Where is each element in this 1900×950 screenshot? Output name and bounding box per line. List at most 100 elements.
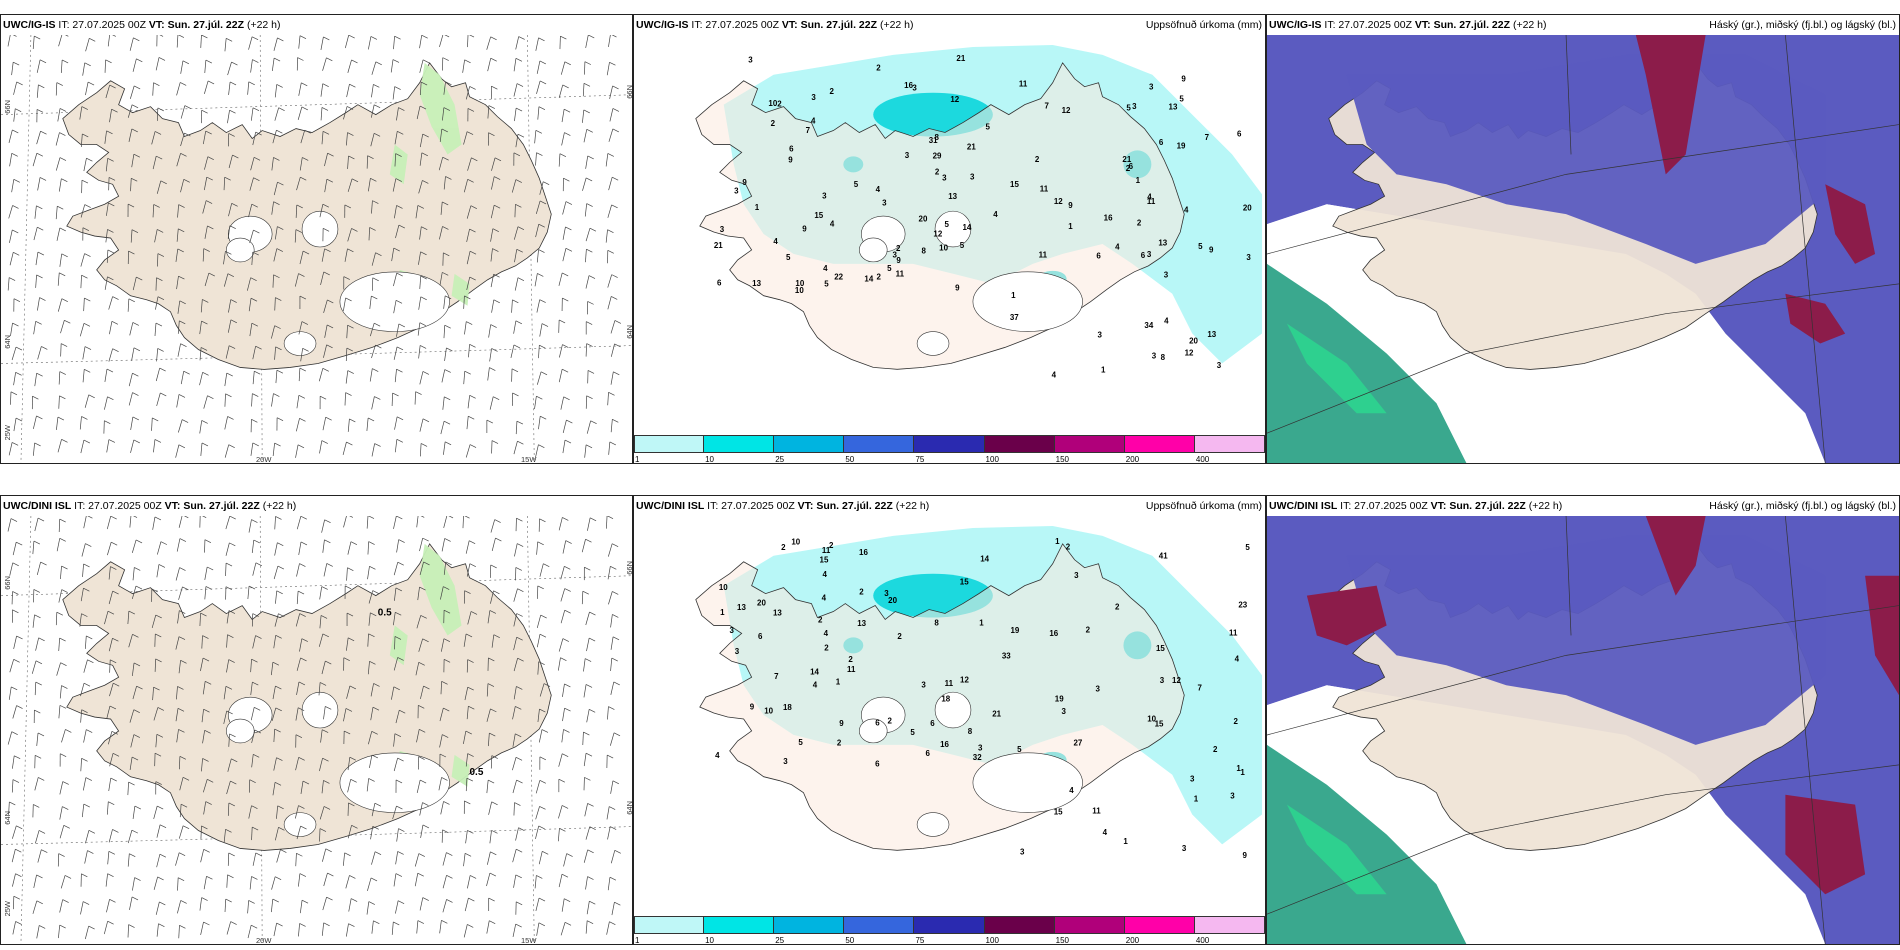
colorbar-segment	[844, 435, 915, 453]
glacier-outline	[301, 210, 339, 248]
wind-barb	[513, 441, 518, 455]
precip-value-label: 14	[864, 274, 873, 283]
wind-barb	[610, 658, 613, 672]
wind-barb	[392, 178, 397, 192]
wind-barb	[273, 37, 278, 51]
wind-barb	[367, 661, 370, 675]
wind-barb	[368, 612, 371, 626]
precip-value-label: 20	[888, 596, 897, 605]
wind-barb	[80, 440, 85, 454]
contour-label: 0.5	[470, 767, 484, 778]
wind-barb	[131, 154, 135, 168]
wind-barb	[558, 805, 563, 819]
wind-barb	[368, 590, 374, 604]
wind-barb	[176, 82, 181, 96]
wind-barb	[320, 36, 324, 50]
wind-barb	[607, 706, 609, 720]
precip-value-label: 3	[1020, 847, 1025, 856]
precip-value-label: 6	[875, 718, 880, 727]
wind-barb	[153, 707, 159, 721]
wind-barb	[204, 272, 210, 287]
precip-value-label: 2	[897, 632, 902, 641]
wind-barb	[419, 443, 422, 457]
wind-barb	[203, 395, 208, 409]
wind-barb	[127, 611, 130, 625]
wind-barb	[439, 272, 443, 286]
wind-barb	[272, 686, 276, 700]
wind-barb	[344, 248, 348, 262]
colorbar-tick-label: 400	[1195, 936, 1210, 945]
precip-value-label: 9	[839, 719, 844, 728]
wind-barb	[176, 686, 178, 700]
cloud-panel-top: UWC/IG-IS IT: 27.07.2025 00Z VT: Sun. 27…	[1266, 14, 1900, 464]
wind-barb	[515, 421, 518, 435]
wind-barb	[180, 371, 185, 385]
precip-value-label: 8	[921, 246, 926, 255]
wind-barb	[582, 83, 585, 97]
wind-barb	[320, 83, 324, 97]
wind-barb	[156, 392, 161, 407]
wind-barb	[61, 729, 66, 743]
precip-value-label: 4	[1164, 316, 1169, 325]
wind-barb	[536, 922, 540, 936]
wind-barb	[131, 585, 137, 600]
wind-barb	[366, 901, 370, 915]
wind-barb	[610, 636, 614, 650]
wind-barb	[34, 517, 39, 532]
wind-barb	[488, 324, 492, 338]
wind-barb	[177, 610, 180, 624]
precip-colorbar: 1 10 25 50 75 100 150 200 400	[634, 435, 1265, 464]
wind-barb	[322, 848, 327, 862]
precip-value-label: 2	[837, 739, 842, 748]
wind-barb	[438, 777, 442, 791]
wind-barb	[223, 273, 229, 287]
precip-value-label: 19	[1055, 694, 1064, 703]
precip-value-label: 3	[1182, 844, 1187, 853]
wind-barb	[223, 251, 226, 265]
wind-barb	[608, 441, 611, 455]
wind-barb	[346, 84, 350, 98]
wind-barb	[176, 153, 181, 167]
wind-barb	[347, 178, 353, 192]
wind-barb	[536, 541, 539, 555]
valid-time: VT: Sun. 27.júl. 22Z	[148, 19, 245, 31]
wind-barb	[486, 708, 491, 722]
wind-barb	[228, 81, 231, 95]
wind-barb	[558, 874, 563, 888]
colorbar-tick-label: 1	[635, 455, 640, 464]
wind-barb	[152, 687, 154, 701]
wind-barb	[439, 128, 443, 142]
init-time: IT: 27.07.2025 00Z	[74, 500, 162, 512]
wind-barb	[10, 391, 12, 405]
wind-barb	[536, 249, 539, 263]
wind-barb	[419, 538, 424, 552]
wind-barb	[392, 86, 396, 100]
precip-value-label: 21	[956, 54, 965, 63]
wind-barb	[83, 158, 87, 172]
wind-barb	[270, 899, 274, 913]
wind-barb	[416, 105, 421, 120]
precip-value-label: 4	[823, 570, 828, 579]
wind-barb	[129, 709, 135, 723]
wind-barb	[319, 440, 323, 454]
precip-value-label: 5	[944, 220, 949, 229]
wind-barb	[419, 897, 424, 911]
wind-barb	[393, 612, 396, 626]
wind-barb	[536, 299, 541, 313]
wind-barb	[247, 81, 250, 95]
wind-barb	[346, 685, 351, 699]
precip-value-label: 14	[980, 554, 989, 563]
colorbar-tick-label: 100	[985, 455, 999, 464]
colorbar-tick-label: 400	[1195, 455, 1210, 464]
precip-value-label: 3	[748, 55, 753, 64]
field-title: Háský (gr.), miðský (fj.bl.) og lágský (…	[1709, 500, 1896, 512]
wind-barb	[227, 110, 230, 124]
wind-barb	[298, 873, 301, 887]
wind-barb	[395, 710, 400, 724]
wind-barb	[324, 153, 328, 167]
wind-barb	[394, 131, 398, 145]
precip-value-label: 2	[859, 588, 864, 597]
forecast-step: (+22 h)	[895, 500, 930, 512]
wind-barb	[466, 416, 469, 430]
